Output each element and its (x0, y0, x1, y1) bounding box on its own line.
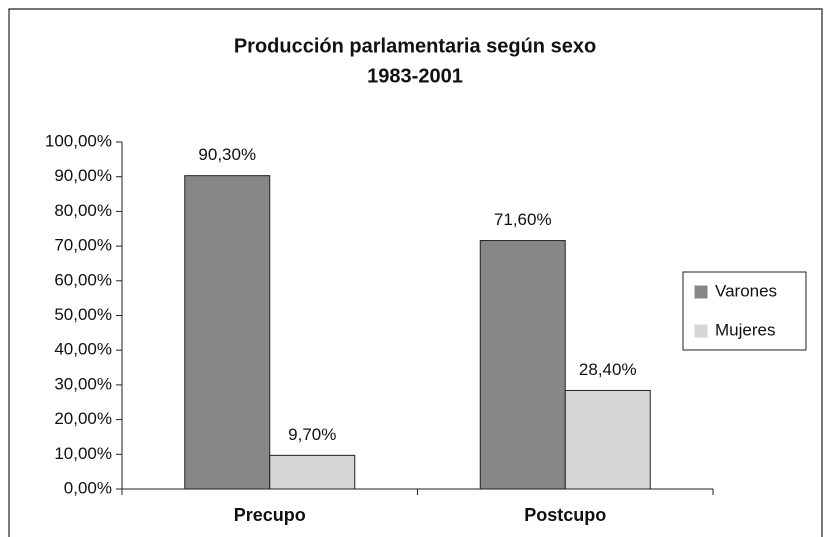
value-label: 28,40% (579, 360, 637, 379)
y-tick-label: 20,00% (54, 409, 112, 428)
value-label: 90,30% (198, 145, 256, 164)
y-tick-label: 80,00% (54, 201, 112, 220)
x-tick-label: Postcupo (524, 505, 606, 525)
y-tick-label: 50,00% (54, 305, 112, 324)
chart-frame (8, 8, 823, 537)
bar (564, 389, 651, 490)
chart-subtitle: 1983-2001 (367, 65, 463, 87)
y-tick-label: 0,00% (64, 478, 112, 497)
y-tick-label: 90,00% (54, 166, 112, 185)
bar (479, 240, 566, 490)
legend-swatch (694, 324, 708, 338)
y-tick-label: 10,00% (54, 444, 112, 463)
chart-title: Producción parlamentaria según sexo (234, 35, 596, 57)
y-tick-label: 100,00% (45, 131, 112, 150)
bar (269, 454, 356, 490)
y-tick-label: 30,00% (54, 374, 112, 393)
y-tick-label: 40,00% (54, 340, 112, 359)
legend-label: Mujeres (715, 320, 775, 339)
y-tick-label: 70,00% (54, 236, 112, 255)
value-label: 71,60% (494, 210, 552, 229)
bar (184, 175, 271, 490)
value-label: 9,70% (288, 425, 336, 444)
legend-label: Varones (715, 281, 777, 300)
x-tick-label: Precupo (234, 505, 306, 525)
y-tick-label: 60,00% (54, 270, 112, 289)
legend-swatch (694, 285, 708, 299)
